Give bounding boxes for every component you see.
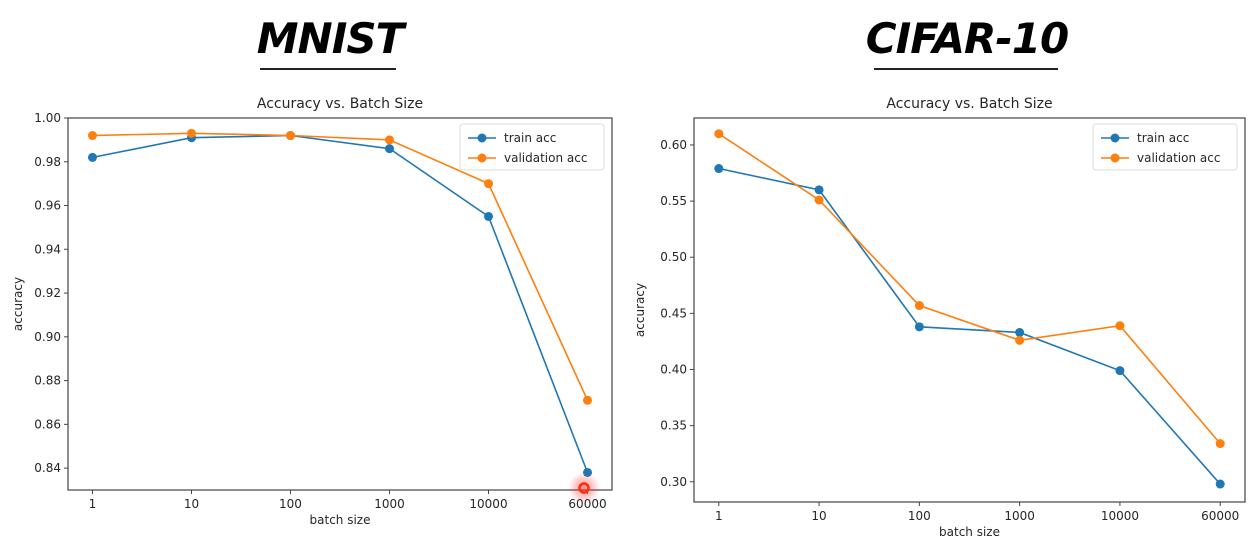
y-tick-label: 0.40 [660, 363, 687, 377]
data-point-train-acc [1215, 479, 1225, 489]
heading-mnist-underline [260, 68, 396, 70]
axes-frame [67, 117, 613, 491]
y-tick-label: 0.55 [660, 194, 687, 208]
data-point-train-acc [484, 211, 494, 221]
x-tick-label: 10 [184, 497, 199, 511]
series-line-validation-acc [92, 132, 589, 401]
y-tick-label: 1.00 [34, 111, 61, 125]
x-axis-label: batch size [939, 525, 1000, 539]
data-point-train-acc [714, 164, 724, 174]
y-tick-label: 0.50 [660, 250, 687, 264]
data-point-validation-acc [1015, 335, 1025, 345]
y-tick-label: 0.45 [660, 306, 687, 320]
cursor-ring-icon [578, 482, 590, 494]
data-point-validation-acc [914, 301, 924, 311]
axes-frame [693, 117, 1246, 503]
data-point-validation-acc [814, 195, 824, 205]
series-line-train-acc [92, 134, 589, 473]
chart-title: Accuracy vs. Batch Size [257, 96, 423, 112]
y-tick-label: 0.84 [34, 461, 61, 475]
x-tick-label: 100 [279, 497, 302, 511]
x-tick-label: 1 [89, 497, 97, 511]
legend-label: train acc [1137, 131, 1189, 145]
data-point-validation-acc [583, 395, 593, 405]
chart-cifar10: Accuracy vs. Batch Size 0.30 0.35 0.40 0.45 0… [633, 96, 1246, 539]
series-line-validation-acc [718, 133, 1221, 445]
legend-marker [477, 133, 487, 143]
y-axis-label: accuracy [11, 277, 25, 331]
data-point-train-acc [87, 152, 97, 162]
x-tick-label: 10000 [1101, 509, 1139, 523]
data-point-validation-acc [285, 131, 295, 141]
data-point-train-acc [914, 322, 924, 332]
heading-cifar10: CIFAR-10 [865, 14, 1069, 63]
x-tick-label: 1 [715, 509, 723, 523]
x-tick-label: 10 [811, 509, 826, 523]
x-tick-label: 60000 [1201, 509, 1239, 523]
data-point-train-acc [1115, 366, 1125, 376]
y-tick-label: 0.88 [34, 374, 61, 388]
legend-marker [1110, 153, 1120, 163]
y-axis-label: accuracy [633, 283, 647, 337]
data-point-validation-acc [1115, 321, 1125, 331]
data-point-validation-acc [714, 129, 724, 139]
chart-title: Accuracy vs. Batch Size [886, 96, 1052, 112]
y-tick-label: 0.86 [34, 417, 61, 431]
data-point-validation-acc [87, 131, 97, 141]
y-tick-label: 0.30 [660, 475, 687, 489]
x-tick-label: 100 [908, 509, 931, 523]
data-point-train-acc [385, 144, 395, 154]
series-line-train-acc [718, 167, 1221, 485]
data-point-train-acc [1015, 327, 1025, 337]
heading-cifar10-underline [874, 68, 1058, 70]
y-tick-label: 0.35 [660, 419, 687, 433]
y-tick-label: 0.98 [34, 155, 61, 169]
y-tick-label: 0.94 [34, 242, 61, 256]
data-point-validation-acc [186, 128, 196, 138]
data-point-validation-acc [484, 179, 494, 189]
data-point-validation-acc [385, 135, 395, 145]
data-point-validation-acc [1215, 439, 1225, 449]
y-tick-label: 0.96 [34, 199, 61, 213]
legend-label: validation acc [504, 151, 587, 165]
x-tick-label: 10000 [469, 497, 507, 511]
cursor-glow [568, 472, 600, 504]
chart-mnist: Accuracy vs. Batch Size 0.84 0.86 0.88 0.90 0… [11, 96, 613, 527]
legend-label: validation acc [1137, 151, 1220, 165]
legend-marker [477, 153, 487, 163]
legend-marker [1110, 133, 1120, 143]
x-tick-label: 1000 [374, 497, 405, 511]
legend-label: train acc [504, 131, 556, 145]
y-tick-label: 0.90 [34, 330, 61, 344]
x-tick-label: 1000 [1004, 509, 1035, 523]
data-point-train-acc [814, 185, 824, 195]
y-tick-label: 0.60 [660, 138, 687, 152]
x-axis-label: batch size [310, 513, 371, 527]
heading-mnist: MNIST [256, 14, 404, 63]
y-tick-label: 0.92 [34, 286, 61, 300]
